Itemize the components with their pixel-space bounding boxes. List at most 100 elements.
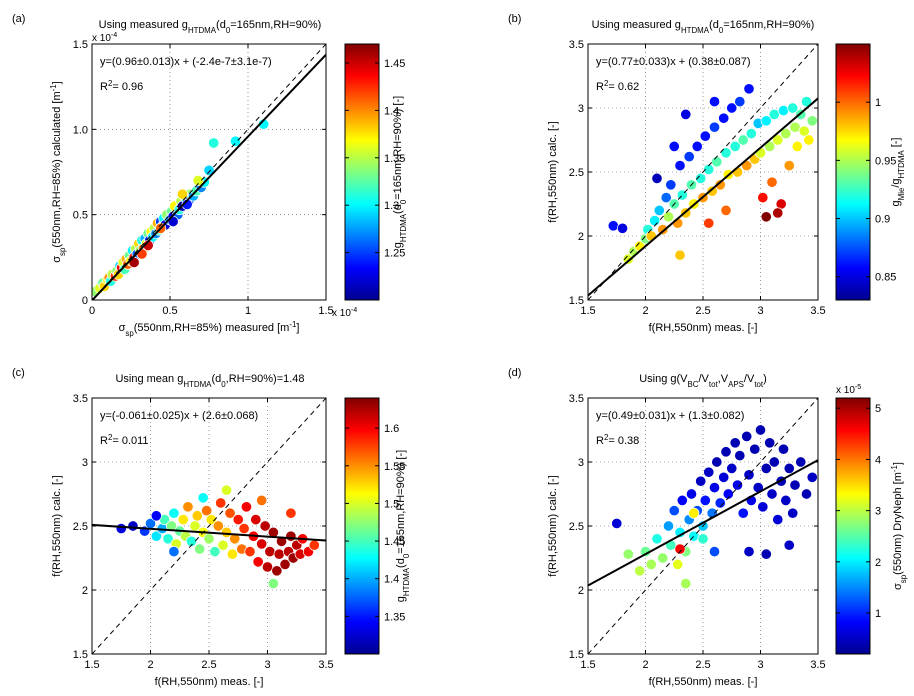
panel-c: (c) Using mean gHTDMA(d0,RH=90%)=1.48 1.5 2… [12,367,411,688]
x-tick-label: 2 [642,659,648,671]
data-point [783,160,795,172]
data-point [229,135,242,147]
colorbar-tick-label: 0.85 [875,272,896,284]
data-point [757,501,769,513]
colorbar-tick-label: 1.6 [384,423,399,435]
data-point [711,456,723,468]
data-point [695,172,707,184]
data-point [203,164,215,176]
data-point [789,479,801,491]
data-point [182,501,194,513]
data-point [741,430,753,442]
data-point [192,174,204,187]
data-point [622,253,634,265]
data-point [208,137,220,149]
y-tick-label: 2 [82,585,88,597]
data-point [699,130,711,142]
colorbar-tick-label: 3 [875,506,881,518]
data-point [115,523,127,535]
data-point [772,207,784,219]
data-point [240,501,252,513]
data-point [127,520,139,532]
y-tick-label: 3.5 [569,39,584,51]
data-point [634,565,646,577]
x-tick-label: 1.5 [580,659,595,671]
data-point [285,507,297,519]
data-point [176,188,189,200]
y-axis-label: f(RH,550nm) calc. [-] [51,475,63,576]
one-to-one-line [92,44,326,300]
data-point [800,488,813,500]
x-tick-label: 0.5 [162,305,177,317]
panel-b: (b) Using measured gHTDMA(d0=165nm,RH=90%… [508,13,906,334]
data-point [760,548,772,560]
panel-letter: (b) [508,13,521,25]
data-point [708,482,721,494]
data-point [215,497,227,509]
data-point [651,172,663,184]
panel-title: Using g(VBC/Vtot,VAPS/Vtot) [639,373,767,389]
data-point [279,558,291,570]
colorbar-tick-label: 4 [875,454,881,466]
data-layer [588,44,818,300]
data-point [708,96,721,108]
data-point [226,548,238,560]
data-point [252,556,264,568]
data-point [660,192,672,204]
data-point [150,510,162,522]
x-axis-label: f(RH,550nm) meas. [-] [649,322,758,334]
data-point [787,102,799,114]
data-point [194,543,206,555]
data-point [674,543,686,555]
data-point [777,443,790,455]
colorbar-tick-label: 1.45 [384,536,405,548]
data-point [768,108,780,120]
r-squared-annotation: R2= 0.011 [100,433,149,448]
fit-equation-annotation: y=(-0.061±0.025)x + (2.6±0.068) [100,410,258,422]
colorbar [344,397,380,655]
data-point [162,533,174,545]
data-point [250,514,262,526]
y-axis-exponent: x 10-4 [92,30,117,45]
y-tick-label: 2 [578,231,584,243]
fit-line [92,53,326,300]
y-tick-label: 1.5 [569,649,584,661]
y-tick-label: 0 [82,295,88,307]
y-tick-label: 3 [578,103,584,115]
data-point [649,215,661,227]
x-tick-label: 1.5 [84,659,99,671]
x-tick-label: 3 [757,659,763,671]
data-point [676,494,688,506]
data-point [264,546,276,558]
data-point [754,424,767,436]
data-point [205,514,217,526]
colorbar-tick-label: 1.25 [384,248,405,260]
data-point [668,505,680,517]
data-point [722,488,734,500]
data-point [718,112,730,124]
data-layer [92,398,326,654]
data-point [780,494,792,506]
data-point [795,456,807,468]
data-point [271,565,283,577]
panel-letter: (a) [12,13,25,25]
data-point [232,514,244,526]
data-point [308,539,320,551]
data-point [757,192,769,204]
data-point [672,558,684,570]
data-point [224,507,236,519]
y-axis-label: f(RH,550nm) calc. [-] [547,475,559,576]
x-tick-label: 3 [264,659,270,671]
data-point [734,96,746,108]
data-point [185,535,197,547]
data-point [766,176,778,188]
data-point [703,466,715,478]
data-point [772,134,784,146]
data-point [714,179,726,191]
panel-d: (d) Using g(VBC/Vtot,VAPS/Vtot) 1.5 2 2.5 3 3.… [508,367,908,688]
data-point [680,108,692,120]
data-point [699,494,711,506]
r-squared-annotation: R2= 0.96 [100,79,143,94]
data-point [651,533,663,545]
colorbar-tick-label: 1.4 [384,105,399,117]
